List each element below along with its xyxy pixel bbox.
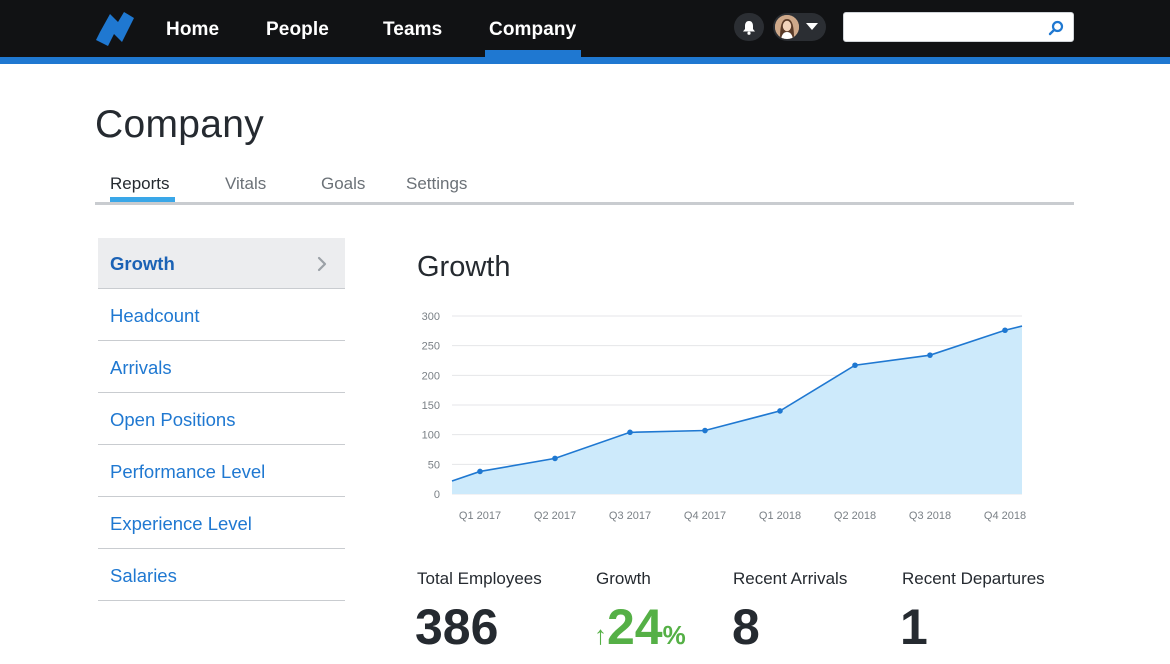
- sidebar-item-growth[interactable]: Growth: [98, 238, 345, 289]
- tab-active-indicator: [110, 197, 175, 202]
- stat-label-recent-arrivals: Recent Arrivals: [733, 569, 848, 588]
- topbar-accent-stripe: [0, 57, 1170, 64]
- sidebar-item-label: Salaries: [110, 565, 177, 586]
- chart-title: Growth: [417, 251, 511, 283]
- sidebar-item-arrivals[interactable]: Arrivals: [98, 342, 345, 393]
- tab-reports[interactable]: Reports: [110, 174, 170, 193]
- tabs-divider: [95, 202, 1074, 205]
- arrow-up-icon: ↑: [594, 620, 607, 650]
- sidebar-item-label: Performance Level: [110, 461, 266, 482]
- tab-goals[interactable]: Goals: [321, 174, 366, 193]
- sidebar-item-label: Growth: [110, 253, 175, 274]
- stat-growth-unit: %: [662, 620, 686, 650]
- stat-value-recent-arrivals: 8: [732, 599, 760, 655]
- data-point: [552, 455, 558, 462]
- avatar: [775, 15, 799, 39]
- y-tick-label: 50: [428, 459, 440, 471]
- stat-label-total-employees: Total Employees: [417, 569, 542, 588]
- search-input[interactable]: [850, 17, 1044, 39]
- x-tick-label: Q4 2017: [684, 510, 726, 522]
- growth-area-chart: 0 50 100 150 200 250 300 Q1 2017 Q2 2017 Q3 2017 Q…: [422, 311, 1026, 522]
- data-point: [777, 408, 783, 414]
- caret-down-icon: [806, 23, 818, 30]
- nav-company[interactable]: Company: [489, 19, 577, 40]
- x-tick-label: Q2 2018: [834, 510, 876, 522]
- page-title: Company: [95, 103, 265, 146]
- top-navbar: Home People Teams Company: [0, 0, 1170, 58]
- chevron-right-icon: [317, 256, 327, 272]
- sidebar-item-label: Arrivals: [110, 357, 172, 378]
- x-tick-label: Q2 2017: [534, 510, 576, 522]
- data-point: [1002, 327, 1008, 334]
- y-tick-label: 300: [422, 311, 440, 323]
- notifications-button[interactable]: [734, 13, 764, 41]
- y-tick-label: 100: [422, 430, 440, 442]
- sidebar-item-performance-level[interactable]: Performance Level: [98, 446, 345, 497]
- series-line: [451, 325, 1023, 482]
- nav-active-indicator: [485, 50, 581, 58]
- stat-value-recent-departures: 1: [900, 599, 928, 655]
- x-tick-label: Q4 2018: [984, 510, 1026, 522]
- sidebar-item-label: Headcount: [110, 305, 200, 326]
- stat-label-recent-departures: Recent Departures: [902, 569, 1045, 588]
- x-tick-label: Q3 2017: [609, 510, 651, 522]
- user-menu-button[interactable]: [773, 13, 826, 41]
- sidebar-item-label: Experience Level: [110, 513, 252, 534]
- x-tick-label: Q3 2018: [909, 510, 951, 522]
- x-tick-label: Q1 2018: [759, 510, 801, 522]
- data-point: [477, 468, 483, 475]
- tab-settings[interactable]: Settings: [406, 174, 468, 193]
- y-tick-label: 250: [422, 341, 440, 353]
- stat-label-growth: Growth: [596, 569, 651, 588]
- series-area: [452, 326, 1022, 494]
- sidebar-item-headcount[interactable]: Headcount: [98, 290, 345, 341]
- nav-home[interactable]: Home: [166, 19, 220, 40]
- data-point: [627, 429, 633, 436]
- bell-icon: [743, 20, 755, 35]
- x-tick-label: Q1 2017: [459, 510, 501, 522]
- y-tick-label: 200: [422, 370, 440, 382]
- tab-vitals[interactable]: Vitals: [225, 174, 267, 193]
- stat-value-growth: 24: [607, 599, 663, 655]
- user-avatar-icon: [775, 15, 799, 39]
- data-point: [927, 352, 933, 358]
- y-tick-label: 150: [422, 400, 440, 412]
- nav-people[interactable]: People: [266, 19, 329, 40]
- y-tick-label: 0: [434, 489, 440, 501]
- brand-logo-icon[interactable]: [96, 12, 134, 46]
- search-box[interactable]: [843, 12, 1074, 42]
- sidebar-item-salaries[interactable]: Salaries: [98, 550, 345, 601]
- sidebar-item-open-positions[interactable]: Open Positions: [98, 394, 345, 445]
- search-icon[interactable]: [1047, 19, 1065, 37]
- nav-teams[interactable]: Teams: [383, 19, 443, 40]
- stat-growth: ↑24%: [594, 598, 686, 664]
- data-point: [852, 362, 858, 369]
- stat-value-total-employees: 386: [415, 599, 499, 655]
- sidebar-item-label: Open Positions: [110, 409, 236, 430]
- sidebar-item-experience-level[interactable]: Experience Level: [98, 498, 345, 549]
- data-point: [702, 427, 708, 434]
